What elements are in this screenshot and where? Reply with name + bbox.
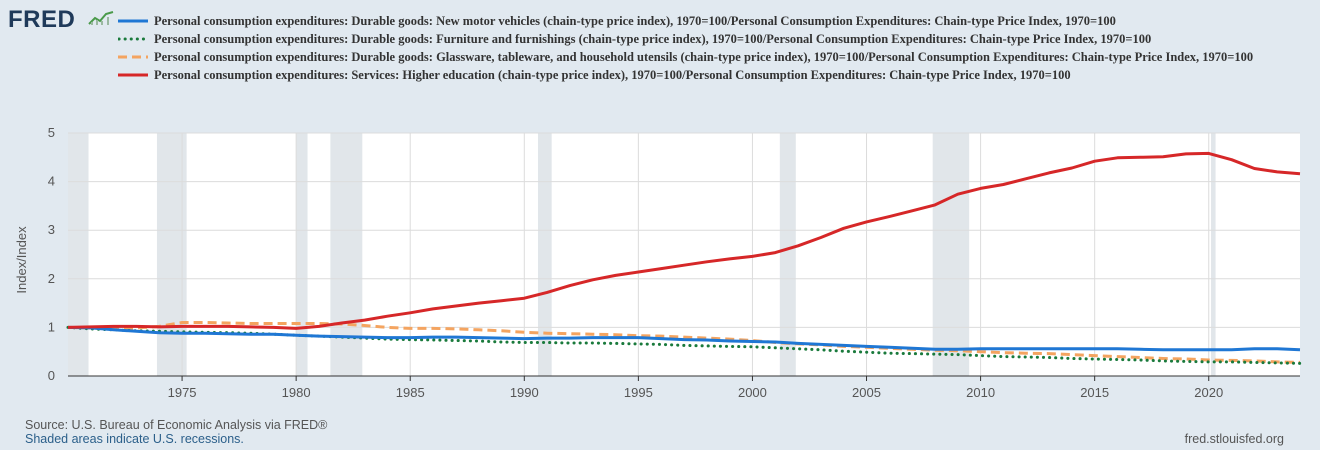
x-tick-label: 1975 (168, 385, 197, 400)
line-chart: 1975 1980 1985 1990 1995 2000 2005 2010 2015 2020… (48, 125, 1302, 400)
recession-band (779, 133, 796, 376)
series-line (67, 151, 1301, 330)
y-tick-label: 2 (48, 271, 55, 286)
recession-band (537, 133, 552, 376)
y-tick-label: 1 (48, 319, 55, 334)
site-link[interactable]: fred.stlouisfed.org (1184, 432, 1284, 446)
legend-item[interactable]: Personal consumption expenditures: Durab… (118, 13, 1258, 30)
x-tick-label: 1980 (282, 385, 311, 400)
chart-legend: Personal consumption expenditures: Durab… (118, 13, 1258, 85)
legend-swatch-furniture (118, 37, 148, 41)
fred-graph-icon (88, 10, 114, 26)
legend-item[interactable]: Personal consumption expenditures: Servi… (118, 67, 1258, 84)
y-axis-title-text: Index/Index (14, 226, 29, 294)
x-tick-label: 2000 (738, 385, 767, 400)
series-line (67, 325, 1301, 352)
y-tick-label: 5 (48, 125, 55, 140)
recession-band (932, 133, 970, 376)
source-note: Source: U.S. Bureau of Economic Analysis… (25, 418, 328, 432)
legend-swatch-new-motor-vehicles (118, 19, 148, 23)
legend-label-higher-education: Personal consumption expenditures: Servi… (154, 68, 1071, 82)
legend-item[interactable]: Personal consumption expenditures: Durab… (118, 31, 1258, 48)
legend-item[interactable]: Personal consumption expenditures: Durab… (118, 49, 1258, 66)
legend-swatch-glassware (118, 55, 148, 59)
recession-band (296, 133, 308, 376)
recession-band (330, 133, 363, 376)
y-axis-title: Index/Index (14, 226, 29, 294)
legend-label-new-motor-vehicles: Personal consumption expenditures: Durab… (154, 14, 1116, 28)
x-tick-label: 1985 (396, 385, 425, 400)
x-tick-label: 2005 (852, 385, 881, 400)
legend-label-furniture: Personal consumption expenditures: Durab… (154, 32, 1152, 46)
y-tick-label: 3 (48, 222, 55, 237)
x-tick-label: 1990 (510, 385, 539, 400)
y-tick-label: 0 (48, 368, 55, 383)
series-line (66, 325, 1302, 365)
recession-note: Shaded areas indicate U.S. recessions. (25, 432, 244, 446)
x-tick-label: 2010 (966, 385, 995, 400)
fred-logo[interactable]: FRED (8, 6, 76, 33)
recession-band (68, 133, 89, 376)
legend-label-glassware: Personal consumption expenditures: Durab… (154, 50, 1254, 64)
x-tick-label: 1995 (624, 385, 653, 400)
series-line (67, 321, 1301, 364)
x-tick-label: 2020 (1194, 385, 1223, 400)
x-tick-label: 2015 (1080, 385, 1109, 400)
legend-swatch-higher-education (118, 73, 148, 77)
y-tick-label: 4 (48, 174, 55, 189)
recession-band (1211, 133, 1216, 376)
